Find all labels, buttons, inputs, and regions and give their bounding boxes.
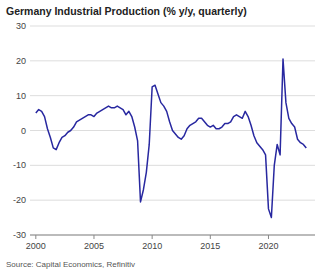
y-tick-label: -10 bbox=[13, 160, 26, 170]
source: Source: Capital Economics, Refinitiv bbox=[6, 260, 135, 269]
y-grid bbox=[30, 26, 315, 235]
x-tick-label: 2005 bbox=[84, 241, 104, 251]
x-axis-line bbox=[30, 235, 315, 236]
x-tick bbox=[93, 235, 94, 239]
data-line bbox=[36, 59, 306, 217]
y-tick-label: -30 bbox=[13, 230, 26, 240]
plot-area bbox=[36, 59, 306, 217]
y-axis: -30 -20 -10 0 10 20 30 bbox=[13, 21, 26, 240]
y-tick-label: 20 bbox=[16, 56, 26, 66]
grid-line bbox=[30, 95, 315, 96]
x-tick bbox=[210, 235, 211, 239]
y-tick-label: 10 bbox=[16, 91, 26, 101]
y-tick-label: 0 bbox=[21, 126, 26, 136]
y-tick-label: 30 bbox=[16, 21, 26, 31]
x-tick bbox=[268, 235, 269, 239]
x-axis: 2000 2005 2010 2015 2020 bbox=[26, 235, 315, 251]
grid-line bbox=[30, 235, 315, 236]
y-tick-label: -20 bbox=[13, 195, 26, 205]
x-tick-label: 2000 bbox=[26, 241, 46, 251]
grid-line bbox=[30, 26, 315, 27]
x-tick-label: 2015 bbox=[200, 241, 220, 251]
x-tick-label: 2010 bbox=[142, 241, 162, 251]
x-tick bbox=[152, 235, 153, 239]
x-tick-label: 2020 bbox=[258, 241, 278, 251]
chart: Germany Industrial Production (% y/y, qu… bbox=[0, 0, 325, 273]
x-tick bbox=[35, 235, 36, 239]
title: Germany Industrial Production (% y/y, qu… bbox=[6, 5, 247, 17]
grid-line bbox=[30, 165, 315, 166]
grid-line bbox=[30, 60, 315, 61]
